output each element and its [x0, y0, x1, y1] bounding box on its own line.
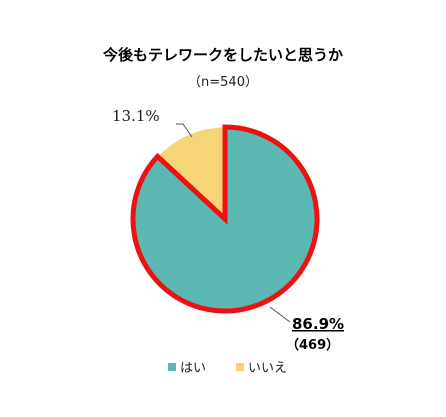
pie-slices — [130, 124, 320, 314]
data-label-yes: 86.9% — [292, 315, 344, 333]
highlight-outline — [130, 124, 320, 314]
legend-label-yes: はい — [180, 361, 206, 376]
legend-label-no: いいえ — [248, 361, 287, 376]
data-label-no: 13.1% — [112, 107, 160, 125]
pie-slice-no — [156, 126, 226, 221]
legend-swatch-no — [236, 363, 244, 371]
leader-line-no — [176, 123, 193, 138]
leader-line-yes — [269, 306, 291, 323]
chart-subtitle: （n=540） — [188, 75, 258, 90]
legend-swatch-yes — [168, 363, 176, 371]
chart-title: 今後もテレワークをしたいと思うか — [102, 46, 343, 64]
data-count-yes: （469） — [286, 337, 339, 353]
